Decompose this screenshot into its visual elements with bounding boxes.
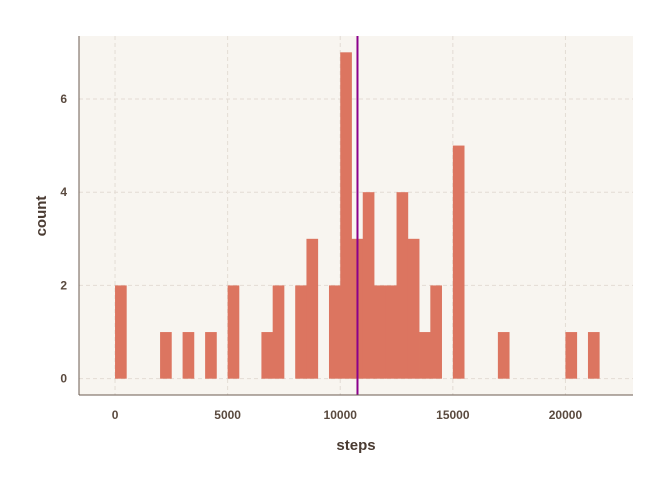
x-axis-title: steps: [336, 437, 375, 454]
x-tick-label: 20000: [549, 408, 583, 422]
y-tick-labels: 0 2 4 6: [60, 92, 67, 386]
histogram-bar: [452, 145, 465, 379]
histogram-bar: [205, 332, 217, 379]
histogram-bar: [497, 332, 510, 379]
x-tick-label: 15000: [436, 408, 470, 422]
histogram-bar: [328, 285, 341, 379]
histogram-bar: [340, 52, 352, 379]
y-tick-label: 4: [60, 185, 67, 199]
histogram-bar: [385, 285, 397, 379]
x-tick-label: 10000: [324, 408, 358, 422]
y-tick-label: 6: [60, 92, 67, 106]
histogram-bar: [430, 285, 442, 379]
histogram-bar: [565, 332, 578, 379]
histogram-bar: [362, 192, 375, 379]
histogram-bar: [272, 285, 285, 379]
histogram-bar: [396, 192, 409, 379]
histogram-bar: [306, 238, 319, 379]
histogram-bar: [160, 332, 172, 379]
histogram-bar: [587, 332, 600, 379]
y-tick-label: 0: [60, 372, 67, 386]
histogram-bar: [261, 332, 274, 379]
histogram-bar: [182, 332, 195, 379]
y-axis-title: count: [33, 196, 50, 237]
x-tick-label: 0: [112, 408, 119, 422]
histogram-bar: [407, 238, 420, 379]
histogram-bar: [115, 285, 127, 379]
x-tick-label: 5000: [214, 408, 241, 422]
histogram-bar: [419, 332, 431, 379]
x-tick-labels: 0 5000 10000 15000 20000: [112, 408, 583, 422]
y-tick-label: 2: [60, 278, 67, 292]
histogram-bar: [227, 285, 240, 379]
histogram-bar: [374, 285, 386, 379]
histogram-bar: [295, 285, 307, 379]
